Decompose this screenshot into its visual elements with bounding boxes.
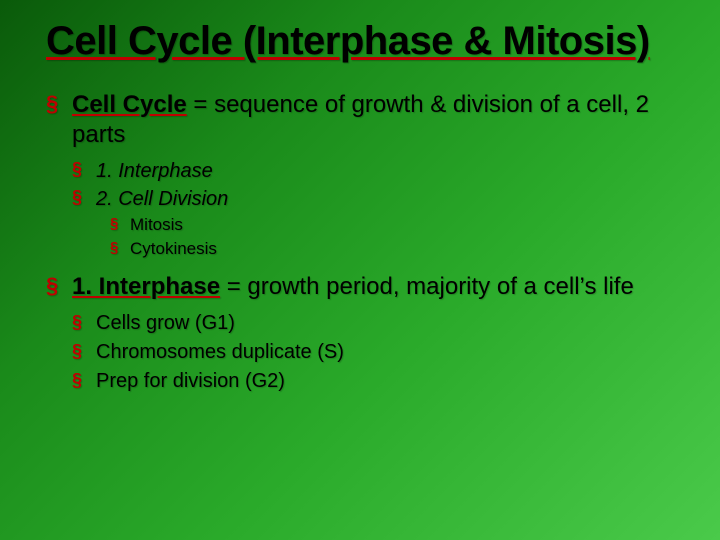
text-interphase-def: = growth period, majority of a cell’s li… [220, 273, 634, 300]
term-interphase: 1. Interphase [72, 273, 220, 300]
bullet-cell-division-item: 2. Cell Division [72, 186, 680, 212]
bullet-g1: Cells grow (G1) [72, 310, 680, 337]
bullet-g2: Prep for division (G2) [72, 368, 680, 395]
bullet-interphase-item: 1. Interphase [72, 158, 680, 184]
bullet-s: Chromosomes duplicate (S) [72, 339, 680, 366]
bullet-cytokinesis: Cytokinesis [110, 238, 680, 261]
bullet-mitosis: Mitosis [110, 214, 680, 237]
bullet-interphase: 1. Interphase = growth period, majority … [46, 272, 680, 302]
spacer [46, 262, 680, 272]
term-cell-cycle: Cell Cycle [72, 91, 187, 118]
slide-title: Cell Cycle (Interphase & Mitosis) [46, 18, 680, 64]
bullet-cell-cycle: Cell Cycle = sequence of growth & divisi… [46, 90, 680, 150]
